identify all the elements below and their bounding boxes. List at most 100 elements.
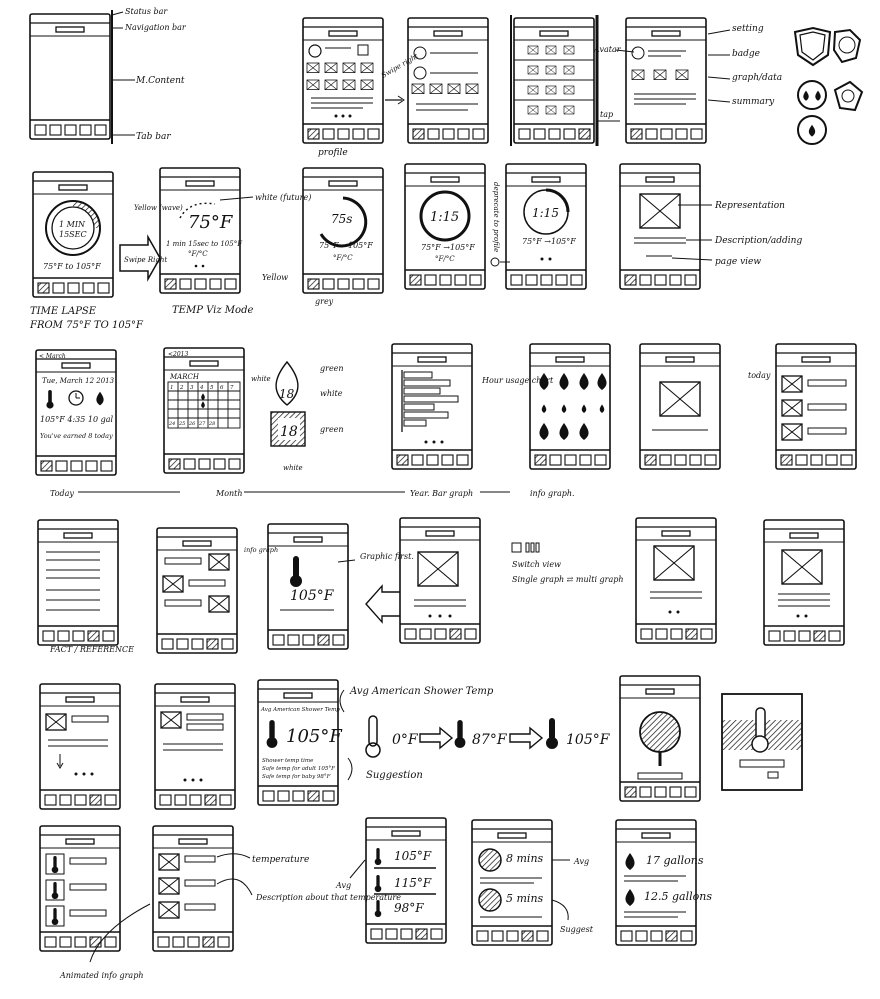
- switch-view-annotation: Switch view Single graph ⇄ multi graph: [511, 542, 624, 584]
- list-screen-r5a: [39, 683, 121, 810]
- today-detail-screen: [639, 343, 721, 470]
- label-representation: Representation: [714, 201, 785, 211]
- label-summary: summary: [732, 97, 775, 107]
- list-screen-r5b: [154, 683, 236, 810]
- temp-line: 1 min 15sec to 105°F: [166, 240, 243, 248]
- label-white-2: white: [320, 389, 343, 398]
- shower-temp: 105°F: [286, 726, 343, 747]
- temp-value-3: 98°F: [394, 901, 424, 915]
- month-label: MARCH: [169, 373, 200, 381]
- label-graph-data: graph/data: [732, 73, 782, 83]
- label-single-multi: Single graph ⇄ multi graph: [512, 575, 624, 584]
- calendar-day: 5: [210, 385, 214, 391]
- label-green-2: green: [320, 425, 344, 434]
- flow-today: Today: [50, 489, 74, 498]
- label-animated-info: Animated info graph: [59, 971, 143, 980]
- unit-toggle-2: °F/°C: [333, 254, 353, 262]
- minutes-annotations: Avg Suggest: [551, 857, 594, 934]
- back-2013: <2013: [168, 351, 188, 358]
- calendar-legend: 18 white green white 18 green white: [251, 360, 344, 472]
- fact-reference-screen: [37, 519, 119, 646]
- shower-temp-screen: Avg American Shower Temp 105°F Shower te…: [257, 679, 343, 806]
- temp-big: 75°F: [188, 212, 234, 233]
- profile-screen: [302, 17, 384, 144]
- label-badge: badge: [732, 49, 760, 59]
- label-profile: profile: [318, 148, 348, 158]
- calendar-day: 25: [178, 421, 185, 427]
- range-text: 75°F to 105°F: [43, 262, 101, 271]
- flow-month: Month: [215, 489, 243, 498]
- calendar-day: 2: [179, 385, 184, 391]
- info-graph-drops-screen: [529, 343, 611, 470]
- calendar-day: 3: [190, 385, 194, 391]
- drop-number: 18: [279, 387, 295, 401]
- label-fact-reference: FACT / REFERENCE: [49, 645, 134, 654]
- row3-flow: Today Month Year. Bar graph info graph.: [50, 489, 575, 498]
- calendar-day: 28: [208, 421, 215, 427]
- label-yellow-wave: Yellow (wave): [134, 204, 183, 212]
- temp-viz-screen: 75°F 1 min 15sec to 105°F °F/°C: [159, 167, 243, 294]
- back-march: < March: [39, 353, 66, 360]
- label-status-bar: Status bar: [125, 7, 168, 16]
- suggestion-1: Shower temp time: [262, 758, 314, 764]
- profile-annotated-screen: [625, 17, 707, 144]
- info-graph-list-screen: [156, 527, 238, 654]
- unit-toggle: °F/°C: [188, 250, 208, 258]
- seq-87f: 87°F: [472, 732, 508, 748]
- graph-detail-screen-1: [635, 517, 717, 644]
- timer-sec: 15SEC: [59, 230, 87, 239]
- graphic-first-screen: 105°F: [267, 523, 349, 650]
- calendar-day: 27: [198, 421, 206, 427]
- unit-toggle-3: °F/°C: [435, 255, 455, 263]
- thermo-list-screen: [39, 825, 121, 952]
- badge-list-screen: [510, 15, 599, 146]
- label-info-graph: info graph: [244, 546, 278, 554]
- badge-icons: [793, 26, 864, 145]
- label-suggest: Suggest: [560, 925, 594, 934]
- label-white-3: white: [283, 464, 303, 472]
- row1-labels: Status bar Navigation bar M.Content Tab …: [111, 7, 187, 142]
- calendar-day: 26: [188, 421, 196, 427]
- temperature-sequence: Avg American Shower Temp 0°F 87°F 105°F …: [339, 686, 611, 781]
- today-stats: 105°F 4:35 10 gal: [40, 415, 113, 424]
- temperature-desc-screen: [152, 825, 234, 952]
- label-time-lapse-range: FROM 75°F TO 105°F: [29, 320, 144, 331]
- calendar-day: 7: [230, 385, 234, 391]
- minutes-2: 5 mins: [506, 892, 544, 905]
- flow-info: info graph.: [530, 489, 575, 498]
- earned-text: You've earned 8 today: [40, 432, 113, 440]
- label-green-1: green: [320, 364, 344, 373]
- calendar-day: 24: [168, 421, 175, 427]
- label-setting: setting: [732, 24, 764, 34]
- label-graphic-first: Graphic first.: [360, 552, 414, 561]
- calendar-grid: [167, 381, 241, 429]
- row2-annotations: Representation Description/adding page v…: [671, 201, 802, 267]
- minutes-1: 8 mins: [506, 852, 544, 865]
- clock-1: 1:15: [430, 210, 459, 225]
- today-list-screen: [775, 343, 857, 470]
- shower-header: Avg American Shower Temp: [260, 707, 340, 713]
- single-graph-screen: [399, 517, 481, 644]
- label-shower-title: Avg American Shower Temp: [349, 686, 494, 697]
- label-page-view: page view: [715, 257, 761, 267]
- label-time-lapse: TIME LAPSE: [30, 306, 97, 317]
- circle-time: 75s: [331, 212, 352, 226]
- clock-screen-2: 1:15 75°F →105°F: [505, 163, 587, 290]
- thermo-overlay-card: [721, 693, 803, 791]
- graph-detail-screen-2: [763, 519, 845, 646]
- graphic-temp: 105°F: [290, 588, 335, 604]
- flow-year: Year. Bar graph: [410, 489, 473, 498]
- label-deprecate: deprecate to profile: [492, 182, 500, 252]
- back-arrow: [365, 584, 400, 624]
- gallons-1: 17 gallons: [646, 854, 704, 867]
- square-number: 18: [280, 424, 298, 440]
- month-screen: <2013 MARCH 1 2 3 4 5 6 7 24 25 26 27 28: [163, 347, 245, 474]
- temp-values-screen: 105°F 115°F 98°F: [365, 817, 447, 944]
- label-description: Description/adding: [714, 236, 802, 246]
- label-tap: tap: [600, 110, 613, 119]
- label-grey: grey: [315, 297, 334, 306]
- label-suggestion: Suggestion: [366, 770, 423, 781]
- label-yellow: Yellow: [262, 273, 288, 282]
- swipe-arrow: Swipe Right: [119, 234, 167, 282]
